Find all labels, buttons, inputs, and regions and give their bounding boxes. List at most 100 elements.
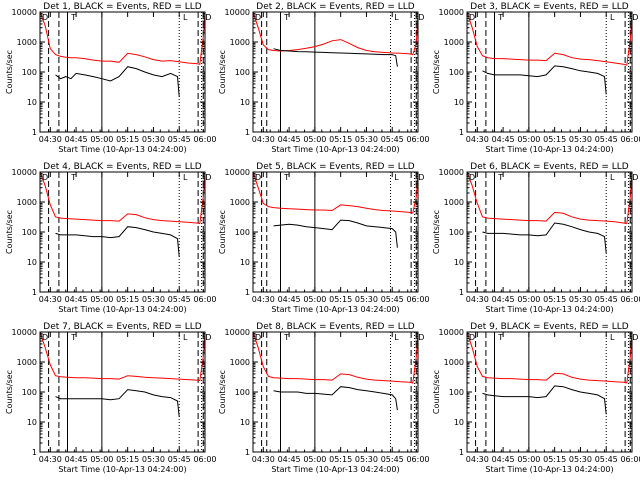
- y-axis-label: Counts/sec: [432, 370, 441, 414]
- region-marker-label: D: [632, 173, 638, 182]
- event-rate-line: [55, 66, 180, 97]
- x-tick-label: 05:45: [381, 295, 404, 304]
- x-tick-label: 05:00: [517, 295, 540, 304]
- y-tick-label: 1000: [230, 38, 250, 47]
- y-tick-label: 10000: [439, 328, 464, 337]
- chart-panel-9: 1 10 100 1000 10000 04:30 04:45 05:00 05:15 05:30…: [432, 322, 640, 474]
- x-tick-label: 05:00: [303, 455, 326, 464]
- x-tick-label: 06:00: [406, 455, 429, 464]
- x-tick-label: 06:00: [193, 135, 216, 144]
- x-tick-label: 05:45: [595, 135, 618, 144]
- chart-panel-7: 1 10 100 1000 10000 04:30 04:45 05:00 05:15 05:30…: [5, 322, 217, 474]
- x-tick-label: 06:00: [620, 135, 640, 144]
- region-marker-label: D: [42, 13, 48, 22]
- region-marker-label: D: [255, 173, 261, 182]
- x-axis-label: Start Time (10-Apr-13 04:24:00): [58, 305, 186, 314]
- x-axis-label: Start Time (10-Apr-13 04:24:00): [271, 465, 399, 474]
- x-tick-label: 05:30: [142, 455, 165, 464]
- x-tick-label: 06:00: [193, 455, 216, 464]
- panel-title: Det 6, BLACK = Events, RED = LLD: [470, 162, 629, 172]
- event-rate-line: [55, 389, 180, 417]
- region-marker-label: L: [394, 173, 399, 182]
- y-tick-label: 100: [449, 68, 464, 77]
- plot-frame: [252, 171, 419, 293]
- event-rate-line: [482, 222, 607, 254]
- lld-rate-line: [466, 331, 633, 384]
- x-tick-label: 04:30: [466, 295, 489, 304]
- y-axis-label: Counts/sec: [5, 50, 14, 94]
- x-tick-label: 04:45: [492, 455, 515, 464]
- panel-title: Det 4, BLACK = Events, RED = LLD: [43, 162, 202, 172]
- y-tick-label: 1000: [17, 358, 37, 367]
- y-tick-label: 1: [245, 288, 250, 297]
- x-tick-label: 04:45: [278, 135, 301, 144]
- y-tick-label: 1000: [444, 38, 464, 47]
- region-marker-label: D: [469, 13, 475, 22]
- y-axis-label: Counts/sec: [432, 50, 441, 94]
- region-marker-label: D: [42, 333, 48, 342]
- x-tick-label: 05:45: [595, 295, 618, 304]
- x-tick-label: 05:15: [543, 135, 566, 144]
- region-marker-label: T: [70, 333, 76, 342]
- x-tick-label: 05:30: [142, 135, 165, 144]
- region-marker-label: D: [632, 333, 638, 342]
- x-tick-label: 05:15: [329, 455, 352, 464]
- lld-rate-line: [39, 331, 206, 382]
- chart-panel-6: 1 10 100 1000 10000 04:30 04:45 05:00 05:15 05:30…: [432, 162, 640, 314]
- plot-frame: [252, 11, 419, 133]
- x-tick-label: 06:00: [406, 295, 429, 304]
- x-axis-label: Start Time (10-Apr-13 04:24:00): [485, 465, 613, 474]
- y-tick-label: 1000: [444, 358, 464, 367]
- x-tick-label: 05:00: [517, 135, 540, 144]
- y-tick-label: 10000: [12, 328, 37, 337]
- panel-title: Det 3, BLACK = Events, RED = LLD: [470, 2, 629, 12]
- y-tick-label: 10000: [439, 8, 464, 17]
- region-marker-label: L: [183, 173, 188, 182]
- x-tick-label: 05:30: [355, 455, 378, 464]
- x-tick-label: 05:00: [90, 455, 113, 464]
- x-tick-label: 05:15: [329, 295, 352, 304]
- x-tick-label: 04:45: [492, 295, 515, 304]
- y-tick-label: 1: [459, 448, 464, 457]
- x-tick-label: 05:45: [168, 295, 191, 304]
- y-tick-label: 100: [22, 228, 37, 237]
- x-tick-label: 04:45: [65, 455, 88, 464]
- panel-title: Det 2, BLACK = Events, RED = LLD: [256, 2, 415, 12]
- y-tick-label: 1000: [17, 38, 37, 47]
- region-marker-label: L: [394, 13, 399, 22]
- region-marker-label: L: [183, 13, 188, 22]
- x-tick-label: 05:00: [303, 135, 326, 144]
- x-tick-label: 04:30: [252, 455, 275, 464]
- x-tick-label: 04:30: [39, 135, 62, 144]
- y-tick-label: 10000: [12, 168, 37, 177]
- y-tick-label: 1: [32, 448, 37, 457]
- y-tick-label: 100: [449, 388, 464, 397]
- lld-rate-line: [39, 171, 206, 225]
- y-tick-label: 10000: [12, 8, 37, 17]
- chart-panel-4: 1 10 100 1000 10000 04:30 04:45 05:00 05:15 05:30…: [5, 162, 217, 314]
- x-tick-label: 05:15: [543, 455, 566, 464]
- region-marker-label: D: [632, 13, 638, 22]
- panel-title: Det 9, BLACK = Events, RED = LLD: [470, 322, 629, 332]
- x-tick-label: 05:15: [116, 135, 139, 144]
- lld-rate-line: [466, 11, 633, 66]
- x-tick-label: 05:15: [116, 455, 139, 464]
- y-tick-label: 10: [454, 258, 464, 267]
- region-marker-label: D: [42, 173, 48, 182]
- region-marker-label: T: [283, 173, 289, 182]
- x-tick-label: 05:30: [569, 295, 592, 304]
- y-tick-label: 10000: [225, 8, 250, 17]
- x-tick-label: 05:30: [355, 295, 378, 304]
- region-marker-label: D: [469, 333, 475, 342]
- x-tick-label: 05:45: [595, 455, 618, 464]
- region-marker-label: T: [283, 333, 289, 342]
- x-axis-label: Start Time (10-Apr-13 04:24:00): [485, 305, 613, 314]
- x-tick-label: 05:00: [90, 135, 113, 144]
- region-marker-label: T: [497, 333, 503, 342]
- x-tick-label: 05:45: [168, 455, 191, 464]
- x-tick-label: 06:00: [620, 455, 640, 464]
- y-tick-label: 100: [22, 68, 37, 77]
- lld-rate-line: [252, 331, 419, 384]
- y-tick-label: 1000: [444, 198, 464, 207]
